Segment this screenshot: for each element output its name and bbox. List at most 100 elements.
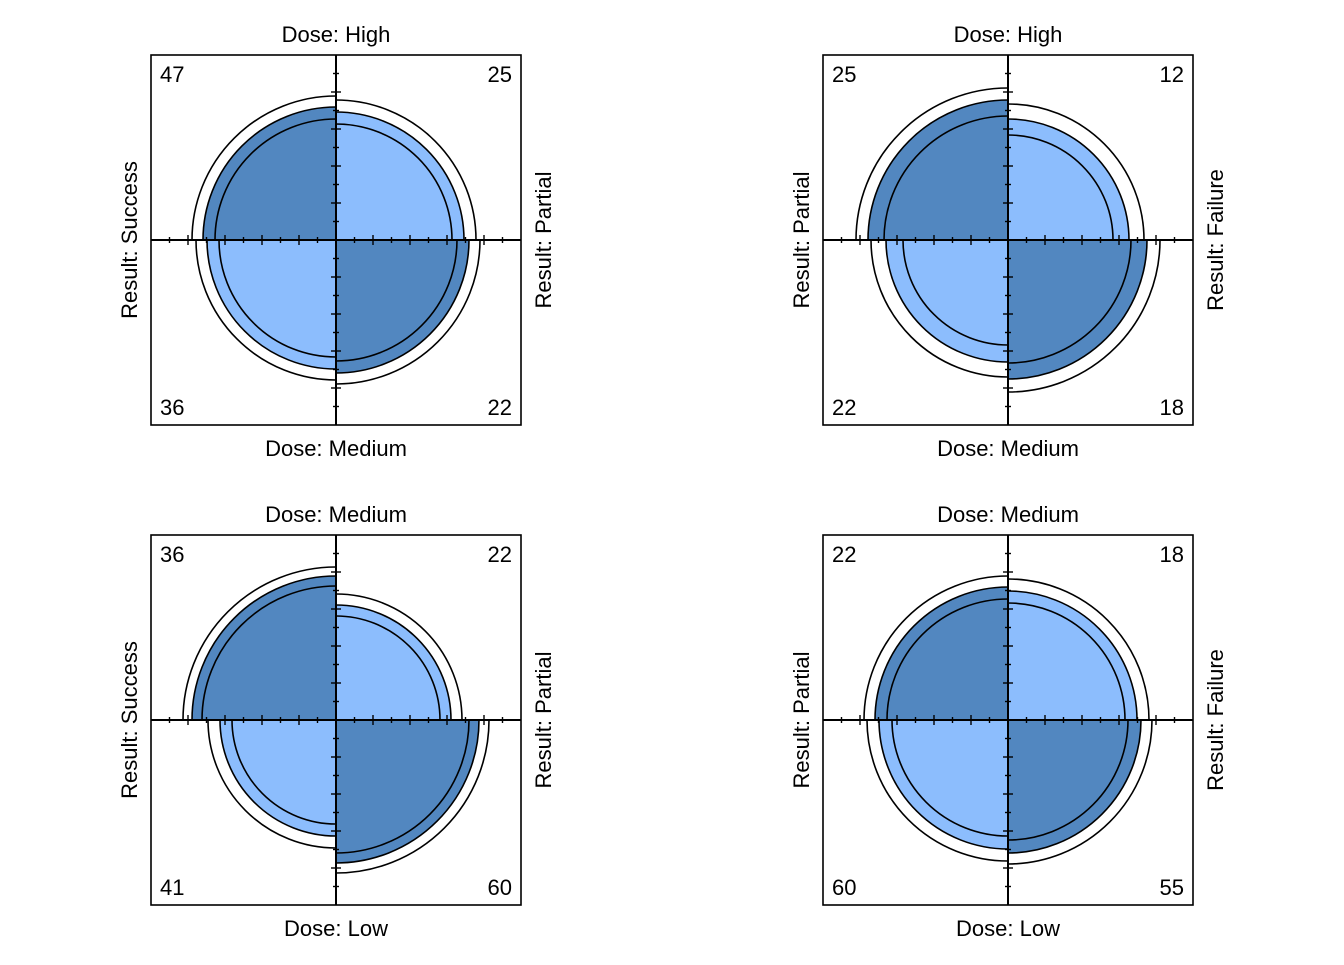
count-bottom-right: 22 bbox=[488, 395, 512, 420]
quadrant-edge bbox=[1007, 719, 1142, 854]
quadrant-fill bbox=[875, 587, 1008, 720]
confidence-ring-outer bbox=[195, 239, 337, 381]
quadrant-bottom-left bbox=[866, 719, 1009, 862]
quadrant-fill bbox=[207, 240, 336, 369]
confidence-ring-outer bbox=[1007, 578, 1150, 721]
confidence-ring-outer bbox=[191, 95, 337, 241]
confidence-ring-outer bbox=[855, 87, 1009, 241]
count-bottom-left: 41 bbox=[160, 875, 184, 900]
confidence-ring-outer bbox=[1007, 719, 1153, 865]
quadrant-top-left bbox=[855, 87, 1009, 241]
quadrant-fill bbox=[220, 720, 336, 836]
axis-ticks bbox=[168, 552, 504, 888]
quadrant-top-left bbox=[863, 575, 1009, 721]
quadrant-fill bbox=[192, 576, 336, 720]
quadrant-edge bbox=[885, 239, 1009, 363]
top-label: Dose: Medium bbox=[265, 502, 407, 527]
bottom-label: Dose: Low bbox=[956, 916, 1060, 941]
quadrant-top-right bbox=[1007, 578, 1150, 721]
confidence-ring-outer bbox=[1007, 239, 1161, 393]
top-label: Dose: High bbox=[954, 22, 1063, 47]
quadrant-bottom-right bbox=[1007, 239, 1161, 393]
quadrant-edge bbox=[202, 106, 337, 241]
bottom-label: Dose: Low bbox=[284, 916, 388, 941]
confidence-ring-inner bbox=[886, 598, 1009, 721]
count-bottom-right: 60 bbox=[488, 875, 512, 900]
confidence-ring-outer bbox=[335, 239, 481, 385]
quadrant-edge bbox=[335, 604, 452, 721]
panel-frame bbox=[822, 534, 1194, 906]
confidence-ring-outer bbox=[1007, 103, 1145, 241]
quadrant-bottom-left bbox=[870, 239, 1009, 378]
left-label: Result: Partial bbox=[789, 172, 814, 309]
count-bottom-right: 55 bbox=[1160, 875, 1184, 900]
count-top-right: 22 bbox=[488, 542, 512, 567]
quadrant-fill bbox=[336, 605, 451, 720]
confidence-ring-outer bbox=[335, 99, 477, 241]
panel-frame bbox=[150, 54, 522, 426]
quadrant-edge bbox=[206, 239, 337, 370]
quadrant-fill bbox=[1008, 119, 1129, 240]
left-label: Result: Partial bbox=[789, 652, 814, 789]
count-top-right: 18 bbox=[1160, 542, 1184, 567]
quadrant-bottom-right bbox=[335, 719, 490, 874]
top-label: Dose: High bbox=[282, 22, 391, 47]
count-top-left: 22 bbox=[832, 542, 856, 567]
confidence-ring-inner bbox=[1007, 602, 1126, 721]
top-label: Dose: Medium bbox=[937, 502, 1079, 527]
quadrant-top-left bbox=[182, 566, 337, 721]
panel-bottom-right: 22 18 60 55 Dose: Medium Dose: Low Result: Par… bbox=[789, 502, 1228, 941]
confidence-ring-inner bbox=[201, 585, 337, 721]
quadrant-bottom-left bbox=[195, 239, 337, 381]
confidence-ring-inner bbox=[1007, 239, 1132, 364]
quadrant-fill bbox=[879, 720, 1008, 849]
quadrant-bottom-right bbox=[335, 239, 481, 385]
confidence-ring-outer bbox=[866, 719, 1009, 862]
right-label: Result: Failure bbox=[1203, 169, 1228, 311]
quadrant-edge bbox=[335, 719, 480, 864]
quadrant-edge bbox=[874, 586, 1009, 721]
confidence-ring-inner bbox=[1007, 134, 1114, 241]
quadrant-edge bbox=[219, 719, 337, 837]
quadrant-edge bbox=[335, 111, 465, 241]
confidence-ring-inner bbox=[902, 239, 1009, 346]
quadrant-bottom-right bbox=[1007, 719, 1153, 865]
right-label: Result: Failure bbox=[1203, 649, 1228, 791]
quadrant-fill bbox=[1008, 720, 1141, 853]
left-label: Result: Success bbox=[117, 161, 142, 319]
quadrant-fill bbox=[886, 240, 1008, 362]
confidence-ring-outer bbox=[207, 719, 337, 849]
panel-top-left: 47 25 36 22 Dose: High Dose: Medium Result: Su… bbox=[117, 22, 556, 461]
count-top-left: 36 bbox=[160, 542, 184, 567]
left-label: Result: Success bbox=[117, 641, 142, 799]
panel-frame bbox=[150, 534, 522, 906]
confidence-ring-outer bbox=[182, 566, 337, 721]
bottom-label: Dose: Medium bbox=[937, 436, 1079, 461]
quadrant-fill bbox=[1008, 240, 1147, 379]
axis-ticks bbox=[840, 72, 1176, 408]
quadrant-edge bbox=[1007, 239, 1148, 380]
quadrant-fill bbox=[336, 112, 464, 240]
confidence-ring-inner bbox=[883, 115, 1009, 241]
quadrant-fill bbox=[203, 107, 336, 240]
axis-ticks bbox=[840, 552, 1176, 888]
quadrant-top-right bbox=[335, 99, 477, 241]
right-label: Result: Partial bbox=[531, 172, 556, 309]
confidence-ring-inner bbox=[231, 719, 337, 825]
panel-frame bbox=[822, 54, 1194, 426]
count-top-right: 25 bbox=[488, 62, 512, 87]
quadrant-fill bbox=[336, 720, 479, 863]
confidence-ring-inner bbox=[335, 123, 453, 241]
confidence-ring-inner bbox=[335, 615, 441, 721]
quadrant-edge bbox=[1007, 590, 1138, 721]
quadrant-edge bbox=[1007, 118, 1130, 241]
confidence-ring-inner bbox=[335, 719, 470, 854]
confidence-ring-outer bbox=[335, 719, 490, 874]
confidence-ring-outer bbox=[863, 575, 1009, 721]
quadrant-edge bbox=[335, 239, 470, 374]
quadrant-edge bbox=[867, 99, 1009, 241]
quadrant-fill bbox=[1008, 591, 1137, 720]
quadrant-fill bbox=[336, 240, 469, 373]
